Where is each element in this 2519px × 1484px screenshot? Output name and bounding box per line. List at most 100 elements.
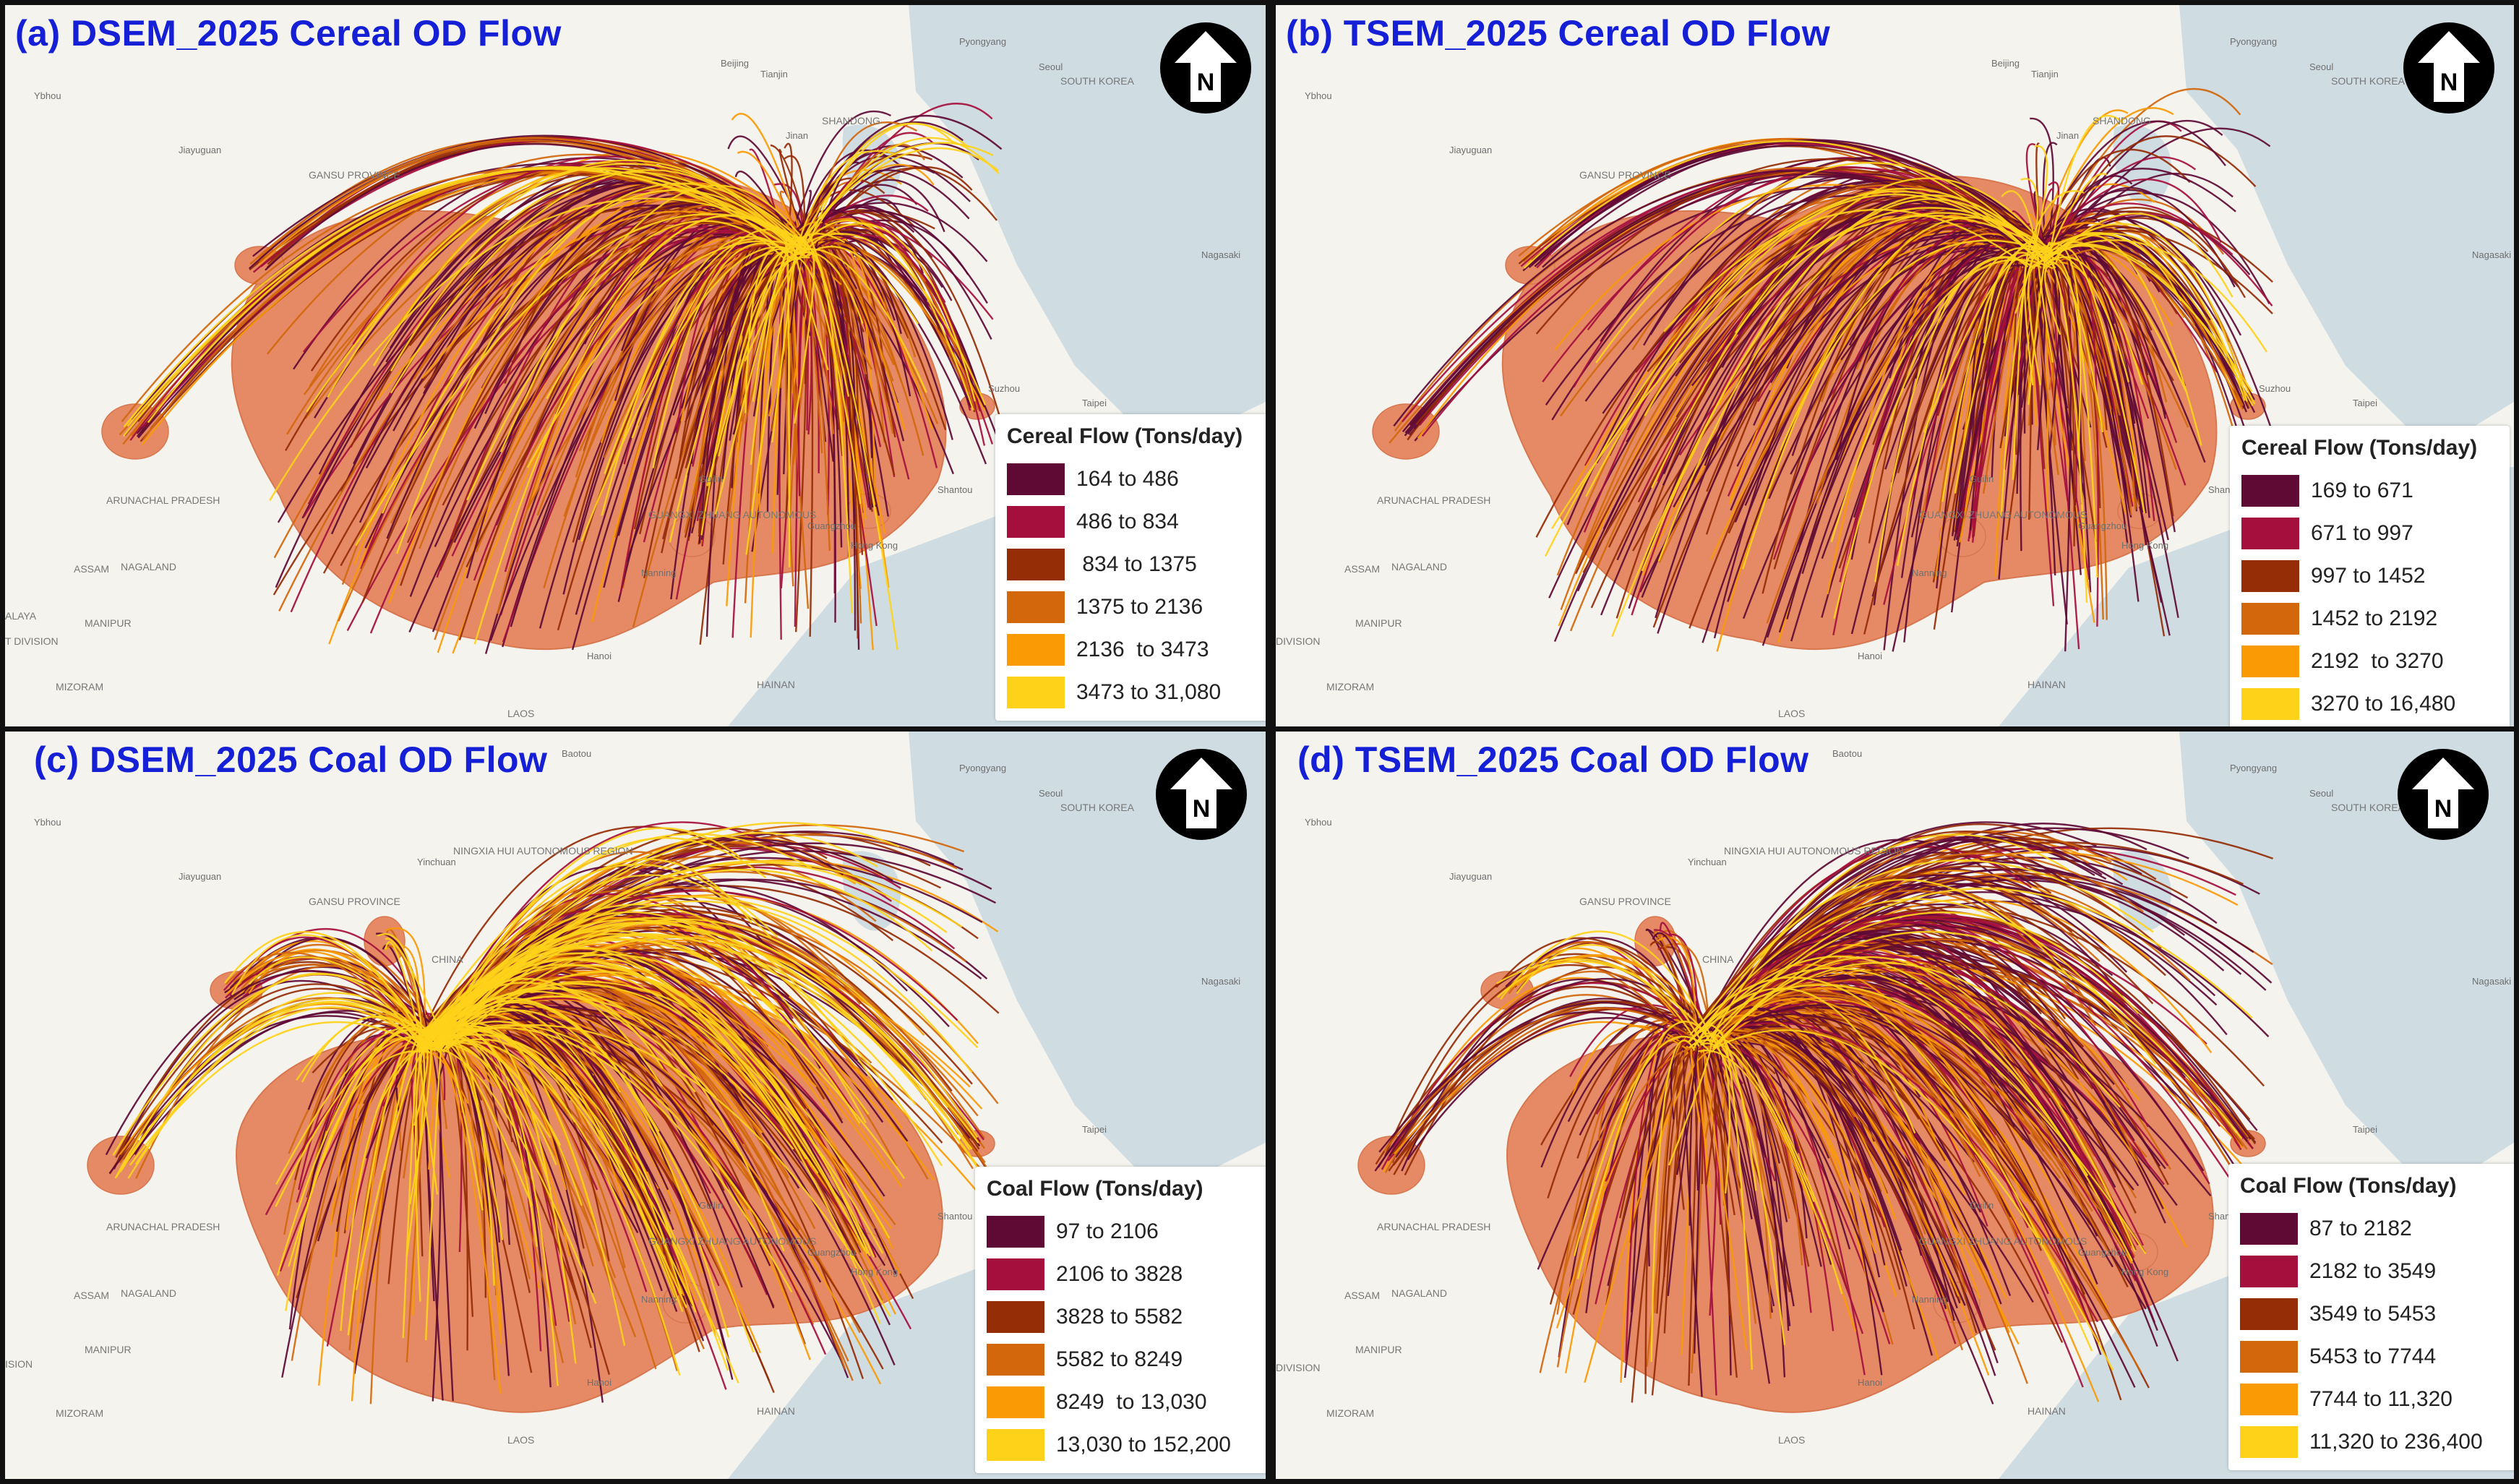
panel-b: Ybhou Jiayuguan GANSU PROVINCE Beijing Tianj… xyxy=(1271,0,2519,732)
map-label: SOUTH KOREA xyxy=(1060,75,1135,87)
legend-label: 2106 to 3828 xyxy=(1056,1261,1183,1286)
flow-arc xyxy=(301,1016,433,1083)
flow-arc xyxy=(631,228,804,439)
map-label: GANSU PROVINCE xyxy=(1579,896,1671,907)
map-label: NAGALAND xyxy=(1391,561,1447,572)
flow-arc xyxy=(1923,254,2037,433)
legend-item: 169 to 671 xyxy=(2241,469,2498,512)
flow-arc xyxy=(1663,209,2029,333)
legend: Cereal Flow (Tons/day) 169 to 671 671 to … xyxy=(2230,426,2510,726)
legend-item: 3270 to 16,480 xyxy=(2241,682,2498,725)
flow-arc xyxy=(360,1047,441,1324)
flow-arc xyxy=(2044,254,2108,620)
map-label: GANSU PROVINCE xyxy=(309,896,400,907)
panel-title: (c) DSEM_2025 Coal OD Flow xyxy=(34,739,548,780)
map-label: Yinchuan xyxy=(417,857,456,867)
flow-arc xyxy=(1378,1002,1707,1153)
map-label: GANSU PROVINCE xyxy=(309,169,400,181)
legend: Cereal Flow (Tons/day) 164 to 486 486 to … xyxy=(995,414,1266,721)
map-label: Pyongyang xyxy=(959,763,1006,773)
map-label: Baotou xyxy=(562,748,591,759)
map-label: Jinan xyxy=(2056,130,2079,141)
legend-item: 1452 to 2192 xyxy=(2241,597,2498,640)
flow-arc xyxy=(390,169,788,394)
flow-arc xyxy=(2051,241,2187,392)
legend-label: 2192 to 3270 xyxy=(2311,648,2444,673)
flow-arc xyxy=(2027,241,2053,406)
legend-item: 2136 to 3473 xyxy=(1007,628,1260,671)
map-label: Shantou xyxy=(937,484,972,495)
flow-arc xyxy=(2020,178,2039,262)
flow-arc xyxy=(1709,1035,1790,1219)
legend-label: 3549 to 5453 xyxy=(2309,1301,2437,1326)
flow-arc xyxy=(439,987,785,1252)
map-label: SOUTH KOREA xyxy=(2331,802,2406,813)
map-labels: Ybhou Jiayuguan GANSU PROVINCE YinchuanNING… xyxy=(5,748,1240,1446)
flow-arc xyxy=(1535,181,2048,538)
flow-arc xyxy=(1650,1039,1696,1363)
legend-swatch xyxy=(1007,676,1065,708)
flow-arc xyxy=(1500,930,1712,1036)
flow-arc xyxy=(437,900,973,1073)
flow-arc xyxy=(1576,1021,1712,1279)
north-label: N xyxy=(1193,795,1211,823)
panel-a: Ybhou Jiayuguan GANSU PROVINCE Beijing Tianj… xyxy=(0,0,1271,732)
flow-arc xyxy=(1742,216,2048,570)
legend-label: 87 to 2182 xyxy=(2309,1216,2412,1240)
flow-arc xyxy=(797,122,955,251)
legend-title: Coal Flow (Tons/day) xyxy=(2240,1174,2457,1198)
flow-arc xyxy=(275,1026,425,1185)
legend-swatch xyxy=(2240,1425,2298,1458)
flow-arc xyxy=(1697,1050,1843,1295)
flow-arc xyxy=(601,236,788,516)
flow-arc xyxy=(2041,202,2273,306)
flow-arc xyxy=(1688,967,2089,1177)
map-label: Hanoi xyxy=(587,651,611,661)
flow-arc xyxy=(1712,930,2243,1139)
flow-arc xyxy=(1709,1027,2142,1373)
sea-east xyxy=(909,5,1266,453)
flow-arc xyxy=(466,220,786,501)
flow-arc xyxy=(432,953,906,1180)
flow-arc xyxy=(451,221,802,540)
legend-swatch xyxy=(1007,505,1065,538)
map-label: MIZORAM xyxy=(56,681,103,692)
flow-arc xyxy=(1688,1030,1947,1308)
flow-arc xyxy=(798,248,927,393)
legend-item: 671 to 997 xyxy=(2241,512,2498,554)
north-arrow-icon: N xyxy=(1154,747,1248,841)
flow-arc xyxy=(1595,1029,1691,1115)
legend-item: 8249 to 13,030 xyxy=(987,1381,1260,1423)
flow-arc xyxy=(2042,87,2241,249)
map-label: T DIVISION xyxy=(5,635,59,647)
map-label: LAOS xyxy=(1778,708,1805,719)
flow-arc xyxy=(1692,878,2073,1050)
flow-arc xyxy=(1393,170,2037,427)
flow-arc xyxy=(1833,257,2035,619)
flow-arc xyxy=(2027,265,2042,385)
legend-item: 13,030 to 152,200 xyxy=(987,1423,1260,1466)
flow-arc xyxy=(439,1001,660,1133)
flow-arc xyxy=(752,253,809,402)
legend: Coal Flow (Tons/day) 97 to 2106 2106 to 3… xyxy=(975,1167,1266,1473)
outlying-region xyxy=(87,1136,155,1195)
legend-item: 3828 to 5582 xyxy=(987,1295,1260,1338)
flow-arc xyxy=(2000,246,2054,517)
legend-swatch xyxy=(987,1428,1044,1461)
map-label: ARUNACHAL PRADESH xyxy=(1377,494,1490,506)
legend-label: 2182 to 3549 xyxy=(2309,1258,2437,1283)
flow-arc xyxy=(115,1000,423,1178)
map-label: Hong Kong xyxy=(851,540,898,551)
map-label: MIZORAM xyxy=(56,1407,103,1419)
flow-arc xyxy=(244,957,446,1039)
flow-arc xyxy=(799,211,1003,424)
legend-title: Cereal Flow (Tons/day) xyxy=(2241,436,2478,460)
flow-arc xyxy=(546,215,789,400)
flow-arc xyxy=(794,252,815,424)
flow-arc xyxy=(1688,983,2109,1252)
flow-arc xyxy=(744,251,812,362)
flow-arc xyxy=(813,132,935,246)
sea-east xyxy=(2179,732,2514,1196)
north-label: N xyxy=(2440,69,2458,96)
flow-arc xyxy=(388,182,807,604)
